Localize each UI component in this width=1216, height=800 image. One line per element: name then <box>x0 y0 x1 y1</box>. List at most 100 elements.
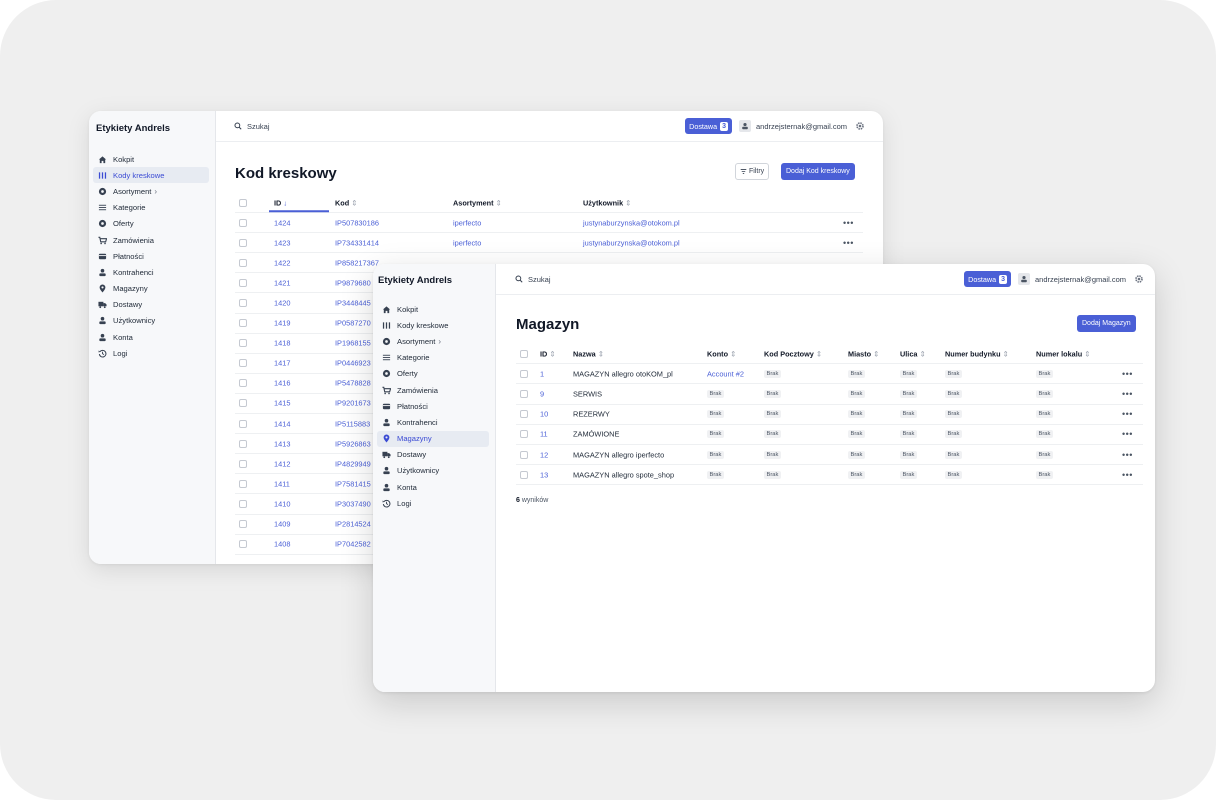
row-checkbox[interactable] <box>239 299 247 308</box>
sidebar-item-magazyny[interactable]: Magazyny <box>93 281 209 297</box>
sidebar-item-zamowienia[interactable]: Zamówienia <box>93 232 209 248</box>
cell-id[interactable]: 9 <box>540 389 545 399</box>
sidebar-item-zamowienia[interactable]: Zamówienia <box>377 382 489 398</box>
sidebar-item-platnosci[interactable]: Płatności <box>93 248 209 264</box>
table-row[interactable]: 13 MAGAZYN allegro spote_shop Brak Brak Brak… <box>516 465 1143 486</box>
cell-kod[interactable]: IP3448445 <box>335 298 371 308</box>
cell-uzytkownik[interactable]: justynaburzynska@otokom.pl <box>583 218 680 228</box>
cell-kod[interactable]: IP2814524 <box>335 519 371 529</box>
more-icon[interactable]: ••• <box>1122 388 1133 399</box>
gear-icon[interactable] <box>855 121 865 131</box>
sidebar-item-uzytkownicy[interactable]: Użytkownicy <box>93 313 209 329</box>
column-header-ulica[interactable]: Ulica ⇕ <box>900 349 926 358</box>
column-header-nazwa[interactable]: Nazwa ⇕ <box>573 349 604 358</box>
table-row[interactable]: 1424 IP507830186 iperfecto justynaburzynska… <box>235 213 863 234</box>
row-checkbox[interactable] <box>520 369 528 378</box>
table-row[interactable]: 12 MAGAZYN allegro iperfecto Brak Brak Brak B… <box>516 445 1143 466</box>
cell-kod[interactable]: IP734331414 <box>335 238 379 248</box>
search-input[interactable]: Szukaj <box>234 122 270 131</box>
cell-kod[interactable]: IP0587270 <box>335 318 371 328</box>
row-checkbox[interactable] <box>239 379 247 388</box>
more-icon[interactable]: ••• <box>1122 409 1133 420</box>
cell-kod[interactable]: IP3037490 <box>335 499 371 509</box>
sidebar-item-konta[interactable]: Konta <box>93 329 209 345</box>
row-checkbox[interactable] <box>239 419 247 428</box>
column-header-konto[interactable]: Konto ⇕ <box>707 349 736 358</box>
cell-id[interactable]: 1415 <box>274 398 291 408</box>
delivery-button[interactable]: Dostawa 3 <box>685 118 733 134</box>
row-checkbox[interactable] <box>239 218 247 227</box>
cell-kod[interactable]: IP507830186 <box>335 218 379 228</box>
sidebar-item-asortyment[interactable]: Asortyment › <box>93 183 209 199</box>
sidebar-item-oferty[interactable]: Oferty <box>93 216 209 232</box>
sidebar-item-dostawy[interactable]: Dostawy <box>93 297 209 313</box>
cell-konto[interactable]: Account #2 <box>707 369 744 379</box>
user-avatar-icon[interactable] <box>1018 273 1031 285</box>
cell-id[interactable]: 11 <box>540 429 548 439</box>
sidebar-item-logi[interactable]: Logi <box>93 345 209 361</box>
cell-id[interactable]: 1 <box>540 369 545 379</box>
more-icon[interactable]: ••• <box>1122 429 1133 440</box>
cell-id[interactable]: 1413 <box>274 439 291 449</box>
row-checkbox[interactable] <box>239 499 247 508</box>
cell-kod[interactable]: IP5926863 <box>335 439 371 449</box>
cell-id[interactable]: 10 <box>540 409 549 419</box>
more-icon[interactable]: ••• <box>843 237 854 248</box>
row-checkbox[interactable] <box>520 389 528 398</box>
cell-id[interactable]: 1417 <box>274 358 291 368</box>
more-icon[interactable]: ••• <box>1122 469 1133 480</box>
gear-icon[interactable] <box>1134 274 1144 284</box>
sidebar-item-magazyny[interactable]: Magazyny <box>377 430 489 447</box>
cell-id[interactable]: 1420 <box>274 298 291 308</box>
user-email[interactable]: andrzejsternak@gmail.com <box>1035 274 1126 284</box>
add-warehouse-button[interactable]: Dodaj Magazyn <box>1077 315 1136 332</box>
user-avatar-icon[interactable] <box>739 120 752 132</box>
column-header-kod[interactable]: Kod ⇕ <box>335 198 357 207</box>
add-barcode-button[interactable]: Dodaj Kod kreskowy <box>781 163 855 180</box>
cell-kod[interactable]: IP7042582 <box>335 539 371 549</box>
cell-id[interactable]: 1416 <box>274 378 291 388</box>
column-header-miasto[interactable]: Miasto ⇕ <box>848 349 879 358</box>
table-row[interactable]: 11 ZAMÓWIONE Brak Brak Brak Brak Brak Brak ••• <box>516 425 1143 445</box>
sidebar-item-kontrahenci[interactable]: Kontrahenci <box>377 414 489 430</box>
row-checkbox[interactable] <box>520 470 528 479</box>
search-input[interactable]: Szukaj <box>515 275 551 284</box>
row-checkbox[interactable] <box>239 258 247 267</box>
row-checkbox[interactable] <box>239 238 247 247</box>
cell-id[interactable]: 1422 <box>274 258 291 268</box>
sidebar-item-oferty[interactable]: Oferty <box>377 366 489 382</box>
table-row[interactable]: 1 MAGAZYN allegro otoKOM_pl Account #2 Brak… <box>516 364 1143 385</box>
cell-kod[interactable]: IP0446923 <box>335 358 371 368</box>
row-checkbox[interactable] <box>239 479 247 488</box>
cell-kod[interactable]: IP9879680 <box>335 278 371 288</box>
cell-id[interactable]: 1414 <box>274 419 291 429</box>
row-checkbox[interactable] <box>239 459 247 468</box>
cell-id[interactable]: 12 <box>540 450 549 460</box>
row-checkbox[interactable] <box>239 540 247 549</box>
row-checkbox[interactable] <box>239 278 247 287</box>
row-checkbox[interactable] <box>239 319 247 328</box>
sidebar-item-kokpit[interactable]: Kokpit <box>93 151 209 167</box>
cell-id[interactable]: 1418 <box>274 338 291 348</box>
column-header-id[interactable]: ID ⇕ <box>540 349 555 358</box>
cell-id[interactable]: 1409 <box>274 519 291 529</box>
cell-id[interactable]: 1410 <box>274 499 291 509</box>
cell-kod[interactable]: IP7581415 <box>335 479 371 489</box>
cell-id[interactable]: 1424 <box>274 218 291 228</box>
row-checkbox[interactable] <box>520 410 528 419</box>
cell-id[interactable]: 1421 <box>274 278 291 288</box>
table-row[interactable]: 9 SERWIS Brak Brak Brak Brak Brak Brak ••• <box>516 384 1143 405</box>
column-header-numer-budynku[interactable]: Numer budynku ⇕ <box>945 349 1009 358</box>
cell-kod[interactable]: IP5115883 <box>335 419 371 429</box>
cell-kod[interactable]: IP5478828 <box>335 378 371 388</box>
cell-kod[interactable]: IP1968155 <box>335 338 371 348</box>
cell-id[interactable]: 1419 <box>274 318 291 328</box>
more-icon[interactable]: ••• <box>1122 449 1133 460</box>
delivery-button[interactable]: Dostawa 3 <box>964 271 1012 287</box>
select-all-checkbox[interactable] <box>239 198 247 207</box>
cell-kod[interactable]: IP9201673 <box>335 398 371 408</box>
cell-id[interactable]: 13 <box>540 470 549 480</box>
sidebar-item-kody-kreskowe[interactable]: Kody kreskowe <box>377 317 489 333</box>
cell-kod[interactable]: IP4829949 <box>335 459 371 469</box>
sidebar-item-kategorie[interactable]: Kategorie <box>377 350 489 366</box>
